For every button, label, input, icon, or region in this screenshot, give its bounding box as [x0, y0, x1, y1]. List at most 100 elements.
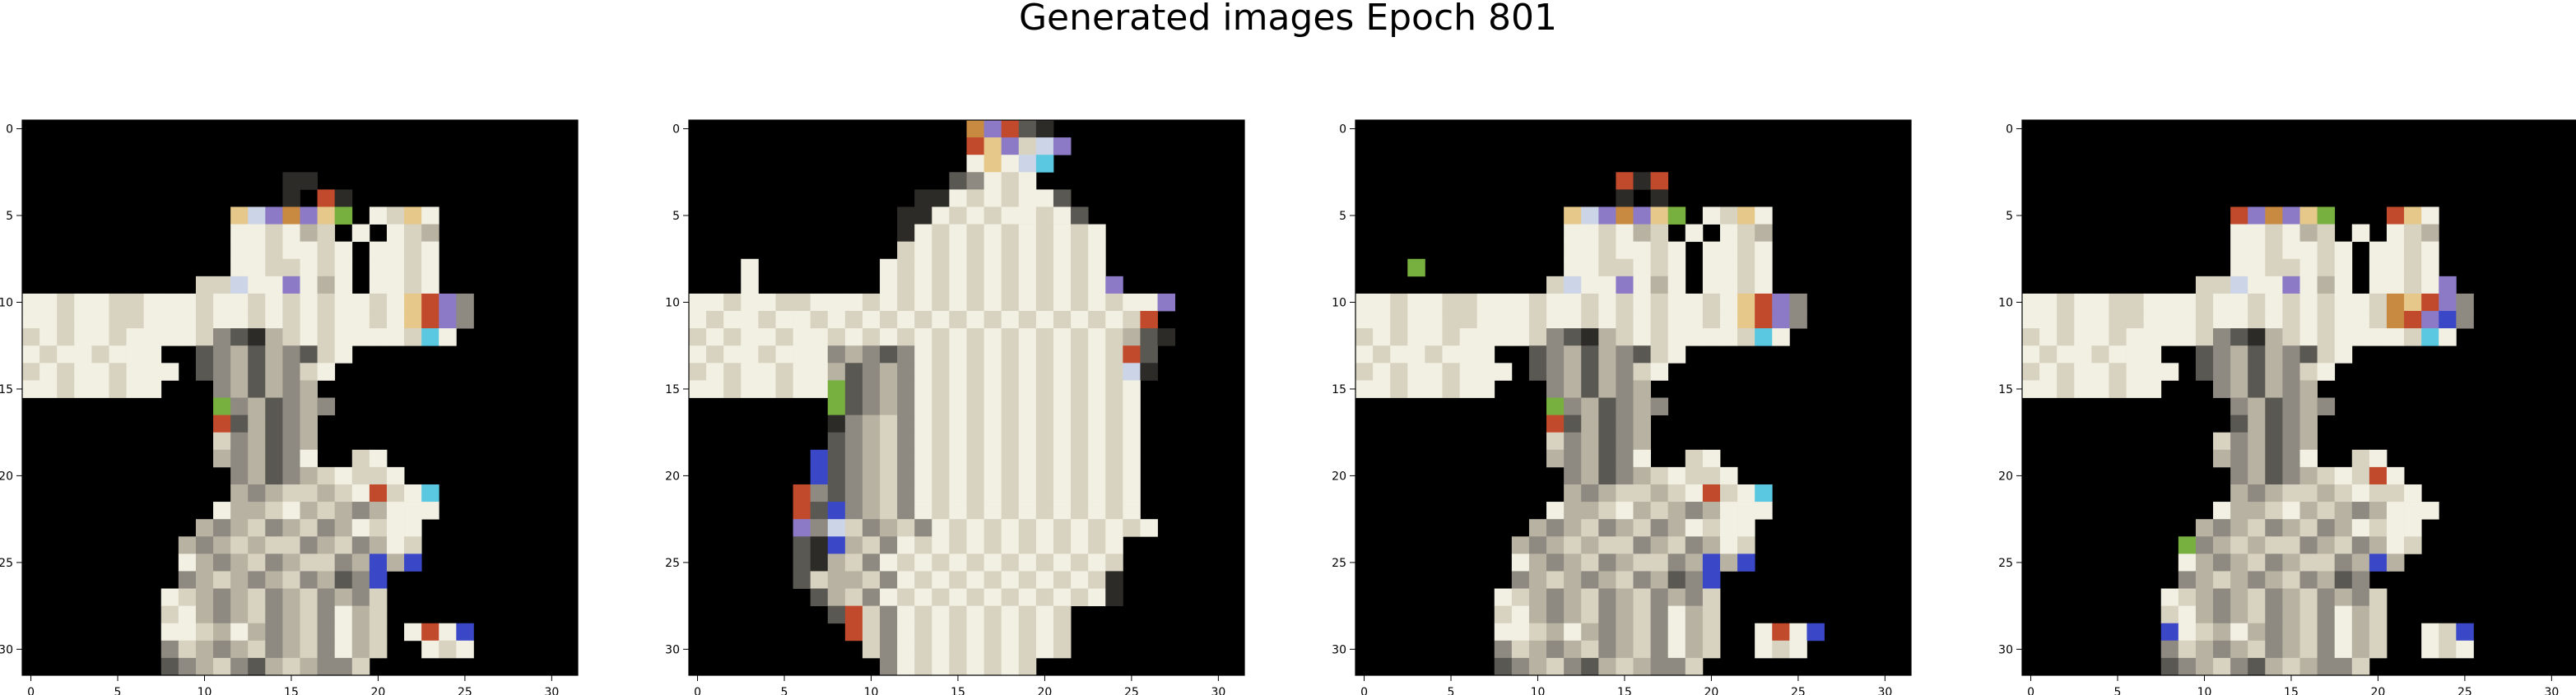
pixel [880, 657, 898, 676]
pixel [2195, 640, 2214, 659]
pixel [248, 449, 266, 468]
pixel [300, 328, 318, 346]
pixel [2265, 554, 2283, 572]
pixel [300, 397, 318, 415]
pixel [932, 311, 950, 329]
pixel [317, 605, 336, 624]
pixel [827, 397, 846, 415]
pixel [706, 363, 724, 381]
pixel [1564, 397, 1582, 415]
pixel [248, 415, 266, 433]
pixel [1105, 519, 1123, 537]
pixel [334, 189, 353, 207]
pixel [1616, 536, 1634, 554]
pixel [2230, 657, 2248, 676]
pixel [404, 224, 422, 243]
pixel [1001, 137, 1020, 155]
pixel [248, 605, 266, 624]
pixel [897, 380, 915, 398]
pixel [230, 536, 249, 554]
pixel [983, 224, 1002, 243]
pixel [2265, 311, 2283, 329]
pixel [983, 502, 1002, 520]
pixel [404, 554, 422, 572]
pixel [2369, 258, 2388, 277]
pixel [2248, 293, 2266, 312]
pixel [827, 449, 846, 468]
pixel [932, 554, 950, 572]
pixel [2248, 432, 2266, 451]
pixel [2248, 554, 2266, 572]
pixel [932, 623, 950, 642]
pixel [1018, 258, 1037, 277]
pixel [758, 328, 776, 346]
pixel [723, 328, 742, 346]
pixel [2213, 311, 2231, 329]
pixel [1650, 241, 1669, 260]
pixel [386, 224, 405, 243]
pixel [1616, 571, 1634, 589]
pixel [439, 311, 457, 329]
pixel [1071, 466, 1089, 485]
pixel [1407, 293, 1425, 312]
pixel [2299, 276, 2318, 294]
pixel [1140, 311, 1158, 329]
pixel [1546, 397, 1565, 415]
pixel [2248, 276, 2266, 294]
pixel [22, 363, 40, 381]
pixel [1616, 554, 1634, 572]
pixel [2265, 449, 2283, 468]
pixel [966, 380, 984, 398]
pixel [334, 536, 353, 554]
pixel [334, 502, 353, 520]
pixel [300, 241, 318, 260]
pixel [1018, 380, 1037, 398]
pixel [334, 640, 353, 659]
pixel [421, 293, 439, 312]
y-tick-label-15: 15 [1998, 383, 2013, 396]
pixel [143, 311, 162, 329]
pixel [966, 640, 984, 659]
pixel [1071, 293, 1089, 312]
pixel [2299, 363, 2318, 381]
pixel [369, 241, 388, 260]
pixel [1001, 536, 1020, 554]
pixel [2299, 328, 2318, 346]
pixel [2248, 623, 2266, 642]
pixel [2369, 502, 2388, 520]
pixel [2230, 588, 2248, 607]
pixel [282, 657, 300, 676]
pixel [282, 258, 300, 277]
pixel [2439, 328, 2457, 346]
pixel [932, 605, 950, 624]
pixel [880, 536, 898, 554]
pixel [2230, 311, 2248, 329]
pixel [1546, 293, 1565, 312]
pixel [2248, 571, 2266, 589]
pixel [1018, 120, 1037, 138]
pixel [2421, 311, 2439, 329]
pixel [1053, 137, 1072, 155]
pixel [1123, 345, 1141, 364]
pixel [2334, 328, 2353, 346]
pixel [2230, 397, 2248, 415]
pixel [2334, 657, 2353, 676]
pixel [1650, 276, 1669, 294]
pixel [1616, 466, 1634, 485]
pixel [2317, 502, 2336, 520]
pixel [897, 345, 915, 364]
pixel [2248, 449, 2266, 468]
pixel [862, 484, 881, 503]
pixel [897, 657, 915, 676]
pixel [689, 311, 707, 329]
pixel [334, 345, 353, 364]
pixel [213, 657, 231, 676]
pixel [2039, 363, 2058, 381]
pixel [1053, 293, 1072, 312]
pixel [897, 241, 915, 260]
pixel [334, 206, 353, 225]
pixel [810, 345, 829, 364]
pixel [1667, 502, 1686, 520]
pixel [1685, 571, 1704, 589]
pixel [1476, 363, 1495, 381]
